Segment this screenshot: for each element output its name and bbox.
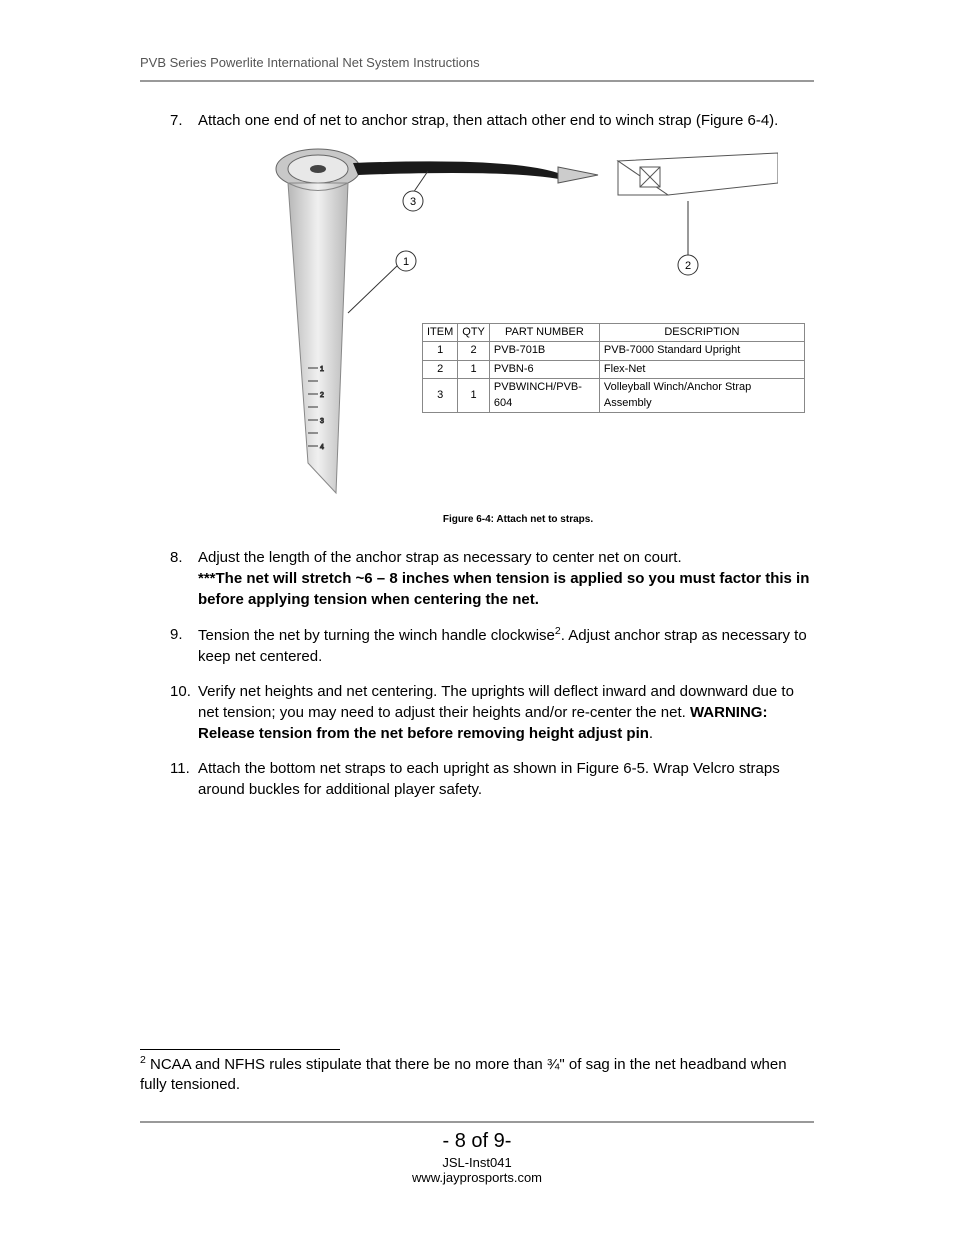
figure-6-4: 1 2 3 4 [222,143,814,527]
footnote: 2 NCAA and NFHS rules stipulate that the… [140,1053,810,1096]
table-row: 2 1 PVBN-6 Flex-Net [423,360,805,378]
footnote-text: NCAA and NFHS rules stipulate that there… [140,1056,787,1093]
step-text-end: . [649,725,653,742]
cell-desc: Volleyball Winch/Anchor Strap Assembly [599,379,804,413]
table-row: 3 1 PVBWINCH/PVB-604 Volleyball Winch/An… [423,379,805,413]
cell-part: PVB-701B [489,342,599,360]
page-number: - 8 of 9- [0,1130,954,1153]
step-bold: ***The net will stretch ~6 – 8 inches wh… [198,570,809,608]
footer-url: www.jayprosports.com [0,1170,954,1185]
table-header-row: ITEM QTY PART NUMBER DESCRIPTION [423,324,805,342]
cell-qty: 1 [458,379,490,413]
svg-text:1: 1 [320,366,324,373]
cell-part: PVBWINCH/PVB-604 [489,379,599,413]
header-rule [140,80,814,82]
callout-1-label: 1 [403,256,409,268]
col-qty: QTY [458,324,490,342]
col-part: PART NUMBER [489,324,599,342]
step-text: Tension the net by turning the winch han… [198,627,555,644]
leader-1 [348,265,398,313]
step-text: Attach the bottom net straps to each upr… [198,760,780,798]
col-desc: DESCRIPTION [599,324,804,342]
cell-qty: 2 [458,342,490,360]
step-11: Attach the bottom net straps to each upr… [170,758,814,800]
col-item: ITEM [423,324,458,342]
leader-3 [413,171,428,193]
svg-text:4: 4 [320,444,324,451]
cell-desc: Flex-Net [599,360,804,378]
svg-text:3: 3 [320,418,324,425]
step-text: Adjust the length of the anchor strap as… [198,549,682,566]
cell-item: 1 [423,342,458,360]
footer-rule [140,1121,814,1123]
step-text: Attach one end of net to anchor strap, t… [198,112,778,129]
strap-icon [353,161,568,181]
net-end-icon [618,153,778,195]
cell-item: 2 [423,360,458,378]
cell-item: 3 [423,379,458,413]
cell-qty: 1 [458,360,490,378]
cell-part: PVBN-6 [489,360,599,378]
footnote-rule [140,1049,340,1050]
svg-text:2: 2 [320,392,324,399]
step-10: Verify net heights and net centering. Th… [170,681,814,744]
callout-3-label: 3 [410,196,416,208]
step-7: Attach one end of net to anchor strap, t… [170,110,814,527]
doc-id: JSL-Inst041 [0,1155,954,1170]
header-title: PVB Series Powerlite International Net S… [140,55,814,70]
step-9: Tension the net by turning the winch han… [170,624,814,667]
figure-caption: Figure 6-4: Attach net to straps. [222,513,814,527]
page: PVB Series Powerlite International Net S… [0,0,954,1235]
instruction-list: Attach one end of net to anchor strap, t… [170,110,814,800]
step-8: Adjust the length of the anchor strap as… [170,547,814,610]
content: Attach one end of net to anchor strap, t… [140,110,814,800]
table-row: 1 2 PVB-701B PVB-7000 Standard Upright [423,342,805,360]
cell-desc: PVB-7000 Standard Upright [599,342,804,360]
parts-table: ITEM QTY PART NUMBER DESCRIPTION 1 2 PVB… [422,323,805,413]
upright-icon: 1 2 3 4 [288,183,348,493]
callout-2-label: 2 [685,260,691,272]
clip-icon [558,167,598,183]
footer: - 8 of 9- JSL-Inst041 www.jayprosports.c… [0,1130,954,1185]
